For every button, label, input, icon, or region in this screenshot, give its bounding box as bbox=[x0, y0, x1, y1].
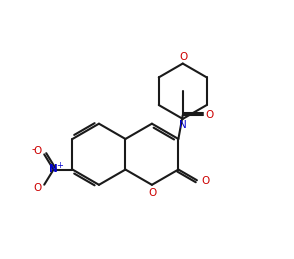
Text: O: O bbox=[201, 176, 209, 186]
Text: +: + bbox=[56, 161, 63, 170]
Text: O: O bbox=[148, 188, 157, 198]
Text: O: O bbox=[179, 52, 187, 62]
Text: O: O bbox=[34, 183, 42, 193]
Text: N: N bbox=[179, 120, 187, 130]
Text: -: - bbox=[31, 144, 35, 154]
Text: O: O bbox=[206, 110, 214, 120]
Text: O: O bbox=[34, 147, 42, 156]
Text: N: N bbox=[49, 164, 58, 174]
